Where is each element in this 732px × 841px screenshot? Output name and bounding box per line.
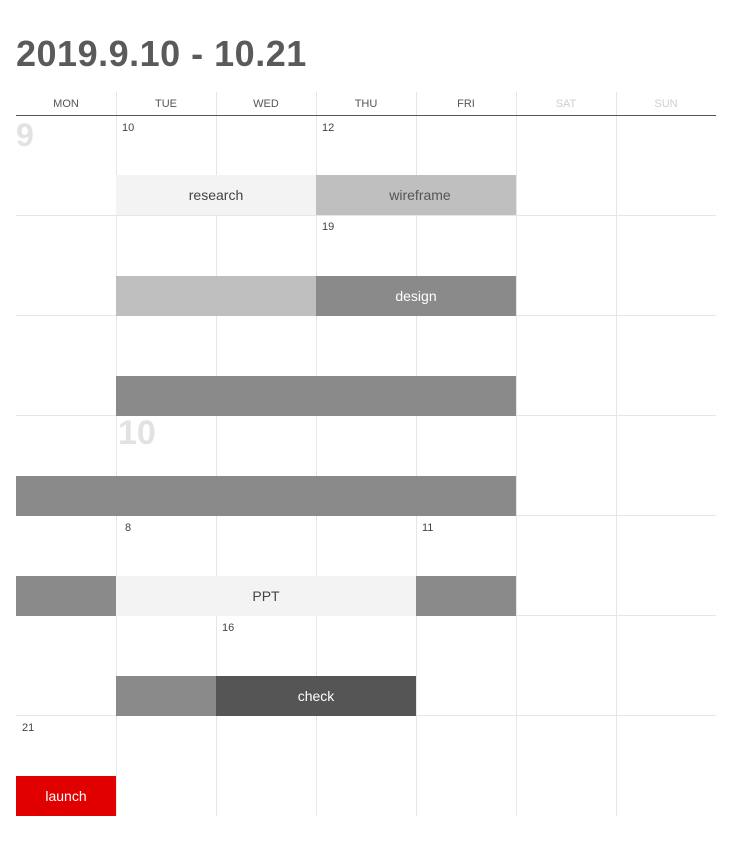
task-bar-gray-segment[interactable] <box>416 576 516 616</box>
day-number: 11 <box>422 522 434 534</box>
task-label: check <box>297 688 335 704</box>
task-bar-design[interactable]: design <box>316 276 516 316</box>
task-bar-wireframe-continued[interactable] <box>116 276 316 316</box>
day-number: 12 <box>322 122 335 134</box>
day-number: 21 <box>22 722 35 734</box>
task-label: launch <box>45 788 87 804</box>
task-label: design <box>395 288 437 304</box>
grid-column-divider <box>316 92 317 816</box>
task-bar-design-continued[interactable] <box>116 376 516 416</box>
weekday-fri: FRI <box>457 98 475 110</box>
day-number: 16 <box>222 622 235 634</box>
week-row-divider <box>16 215 716 216</box>
weekday-sat: SAT <box>555 98 577 110</box>
task-bar-ppt[interactable]: PPT <box>116 576 416 616</box>
page-title: 2019.9.10 - 10.21 <box>16 33 307 74</box>
header-divider <box>16 115 716 116</box>
task-bar-research[interactable]: research <box>116 175 316 215</box>
month-label-october: 10 <box>118 414 156 452</box>
month-label-september: 9 <box>16 117 34 153</box>
task-bar-wireframe[interactable]: wireframe <box>316 175 516 215</box>
weekday-wed: WED <box>253 98 279 110</box>
day-number: 19 <box>322 221 335 233</box>
task-bar-check[interactable]: check <box>216 676 416 716</box>
day-number: 8 <box>125 522 132 534</box>
calendar-grid: MON TUE WED THU FRI SAT SUN 9 10 10 12 1… <box>16 92 716 816</box>
task-label: PPT <box>252 588 280 604</box>
weekday-tue: TUE <box>155 98 177 110</box>
task-bar-launch[interactable]: launch <box>16 776 116 816</box>
task-bar-gray-segment[interactable] <box>116 676 216 716</box>
day-number: 10 <box>122 122 135 134</box>
grid-column-divider <box>216 92 217 816</box>
task-bar-design-continued[interactable] <box>16 476 516 516</box>
grid-column-divider <box>416 92 417 816</box>
grid-column-divider <box>116 92 117 816</box>
weekday-thu: THU <box>354 98 378 110</box>
weekday-sun: SUN <box>654 98 678 110</box>
grid-column-divider <box>616 92 617 816</box>
task-label: research <box>188 187 244 203</box>
task-label: wireframe <box>389 187 451 203</box>
weekday-mon: MON <box>53 98 79 110</box>
grid-column-divider <box>516 92 517 816</box>
task-bar-design-continued[interactable] <box>16 576 116 616</box>
